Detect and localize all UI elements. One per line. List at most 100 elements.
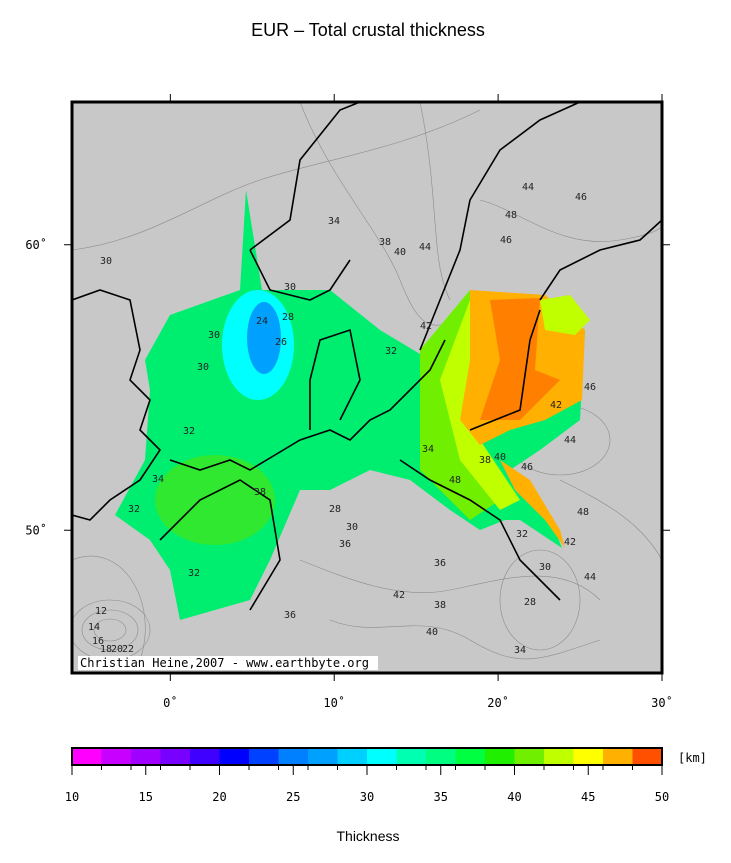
colorbar-tick-label: 10	[65, 790, 79, 804]
contour-label: 32	[183, 426, 195, 437]
contour-label: 16	[92, 636, 104, 647]
contour-label: 28	[524, 597, 536, 608]
colorbar-segment	[219, 748, 250, 765]
contour-label: 24	[256, 316, 268, 327]
thickness-field	[247, 302, 281, 374]
contour-label: 28	[329, 504, 341, 515]
colorbar-segment	[101, 748, 132, 765]
colorbar-segment	[573, 748, 604, 765]
colorbar-tick-label: 50	[655, 790, 669, 804]
contour-label: 30	[284, 282, 296, 293]
coastlines	[72, 102, 662, 611]
thickness-field	[500, 460, 565, 548]
contour-label: 38	[254, 487, 266, 498]
colorbar-segment	[603, 748, 633, 765]
contour-label: 44	[419, 242, 431, 253]
contour-label: 40	[426, 627, 438, 638]
contour-label: 30	[100, 256, 112, 267]
contour-label: 42	[564, 537, 576, 548]
contour-label: 44	[522, 182, 534, 193]
contour-label: 32	[188, 568, 200, 579]
colorbar-segment	[455, 748, 486, 765]
contour-label: 48	[577, 507, 589, 518]
contour-label: 46	[584, 382, 596, 393]
contour-label: 46	[521, 462, 533, 473]
lon-tick-label: 20˚	[487, 695, 509, 710]
colorbar: 10 15 20 25 30 35 40 45 50	[65, 747, 669, 804]
contour-label: 22	[122, 644, 134, 655]
colorbar-label: Thickness	[336, 828, 399, 844]
colorbar-tick-label: 35	[434, 790, 448, 804]
contour-label: 32	[516, 529, 528, 540]
contour-label: 28	[282, 312, 294, 323]
contours	[72, 102, 662, 661]
contour-label: 30	[208, 330, 220, 341]
colorbar-segment	[396, 748, 427, 765]
contour-label: 30	[197, 362, 209, 373]
credit: Christian Heine,2007 - www.earthbyte.org	[80, 656, 369, 670]
contour-label: 36	[284, 610, 296, 621]
contour-label: 40	[394, 247, 406, 258]
lon-tick-label: 10˚	[323, 695, 345, 710]
colorbar-segment	[485, 748, 515, 765]
colorbar-tick-label: 20	[212, 790, 226, 804]
thickness-field	[540, 295, 590, 335]
thickness-field	[440, 300, 520, 510]
contour-label: 32	[128, 504, 140, 515]
credit-box	[78, 656, 378, 670]
lon-tick-label: 0˚	[163, 695, 177, 710]
colorbar-segment	[190, 748, 220, 765]
contour-label: 36	[434, 558, 446, 569]
colorbar-segment	[131, 748, 161, 765]
map-axes: 0˚ 10˚ 20˚ 30˚ 60˚ 50˚	[25, 94, 673, 710]
contour-label: 26	[275, 337, 287, 348]
contour-label: 34	[422, 444, 434, 455]
lat-tick-label: 60˚	[25, 237, 47, 252]
colorbar-segment	[337, 748, 368, 765]
colorbar-segment	[544, 748, 574, 765]
contour-label: 38	[434, 600, 446, 611]
contour-label: 30	[346, 522, 358, 533]
colorbar-segment	[426, 748, 456, 765]
colorbar-segment	[160, 748, 191, 765]
map-frame	[70, 100, 664, 675]
contour-label: 38	[379, 237, 391, 248]
contour-label: 34	[328, 216, 340, 227]
colorbar-segment	[367, 748, 397, 765]
colorbar-segment	[308, 748, 338, 765]
contour-label: 18	[100, 644, 112, 655]
colorbar-tick-label: 15	[139, 790, 153, 804]
lon-tick-label: 30˚	[651, 695, 673, 710]
colorbar-unit: [km]	[678, 751, 707, 765]
contour-label: 42	[393, 590, 405, 601]
lat-tick-label: 50˚	[25, 522, 47, 537]
contour-label: 48	[505, 210, 517, 221]
contour-label: 34	[152, 474, 164, 485]
colorbar-segment	[72, 748, 102, 765]
contour-label: 46	[575, 192, 587, 203]
contour-label: 42	[420, 321, 432, 332]
contour-label: 44	[564, 435, 576, 446]
thickness-field	[480, 298, 560, 420]
contour-label: 40	[494, 452, 506, 463]
colorbar-segment	[514, 748, 545, 765]
contour-label: 38	[479, 455, 491, 466]
colorbar-segment	[249, 748, 279, 765]
colorbar-tick-label: 40	[507, 790, 521, 804]
contour-label: 20	[111, 644, 123, 655]
contour-label: 14	[88, 622, 100, 633]
contour-label: 48	[449, 475, 461, 486]
contour-label: 32	[385, 346, 397, 357]
colorbar-tick-label: 25	[286, 790, 300, 804]
colorbar-segment	[632, 748, 663, 765]
colorbar-tick-label: 45	[581, 790, 595, 804]
colorbar-tick-label: 30	[360, 790, 374, 804]
contour-label: 46	[500, 235, 512, 246]
contour-label: 42	[550, 400, 562, 411]
contour-label: 34	[514, 645, 526, 656]
colorbar-segment	[278, 748, 309, 765]
title: EUR – Total crustal thickness	[251, 20, 485, 40]
